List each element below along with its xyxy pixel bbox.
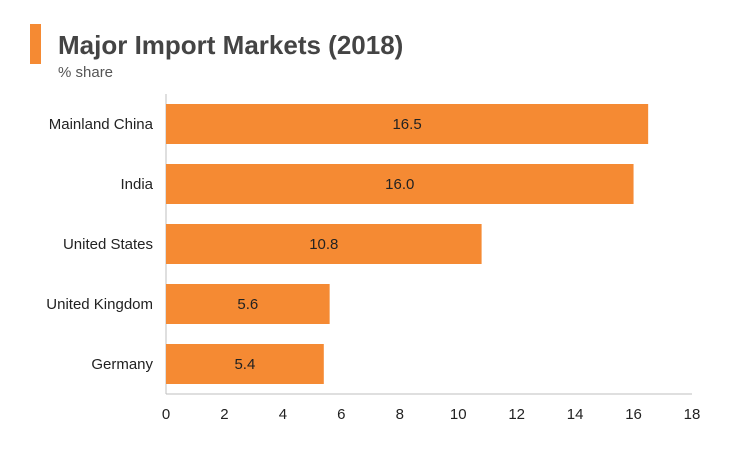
x-tick-label: 16: [625, 406, 642, 423]
x-tick-label: 4: [279, 406, 287, 423]
data-label: 16.5: [392, 116, 421, 133]
category-label: India: [120, 176, 153, 193]
x-tick-label: 14: [567, 406, 584, 423]
bar: [166, 284, 330, 324]
data-label: 10.8: [309, 236, 338, 253]
x-tick-label: 18: [684, 406, 701, 423]
x-tick-label: 8: [396, 406, 404, 423]
bar: [166, 344, 324, 384]
data-label: 5.4: [234, 356, 255, 373]
category-label: Mainland China: [49, 116, 154, 133]
category-label: United States: [63, 236, 153, 253]
bar: [166, 164, 634, 204]
x-tick-label: 6: [337, 406, 345, 423]
x-tick-label: 2: [220, 406, 228, 423]
data-label: 5.6: [237, 296, 258, 313]
chart-subtitle: % share: [58, 64, 114, 81]
x-tick-label: 0: [162, 406, 170, 423]
x-tick-label: 12: [508, 406, 525, 423]
bar: [166, 224, 482, 264]
category-label: United Kingdom: [46, 296, 153, 313]
bar: [166, 104, 649, 144]
x-tick-label: 10: [450, 406, 467, 423]
chart-title: Major Import Markets (2018): [58, 30, 404, 60]
data-label: 16.0: [385, 176, 414, 193]
title-accent-bar: [30, 24, 41, 64]
category-label: Germany: [91, 356, 153, 373]
